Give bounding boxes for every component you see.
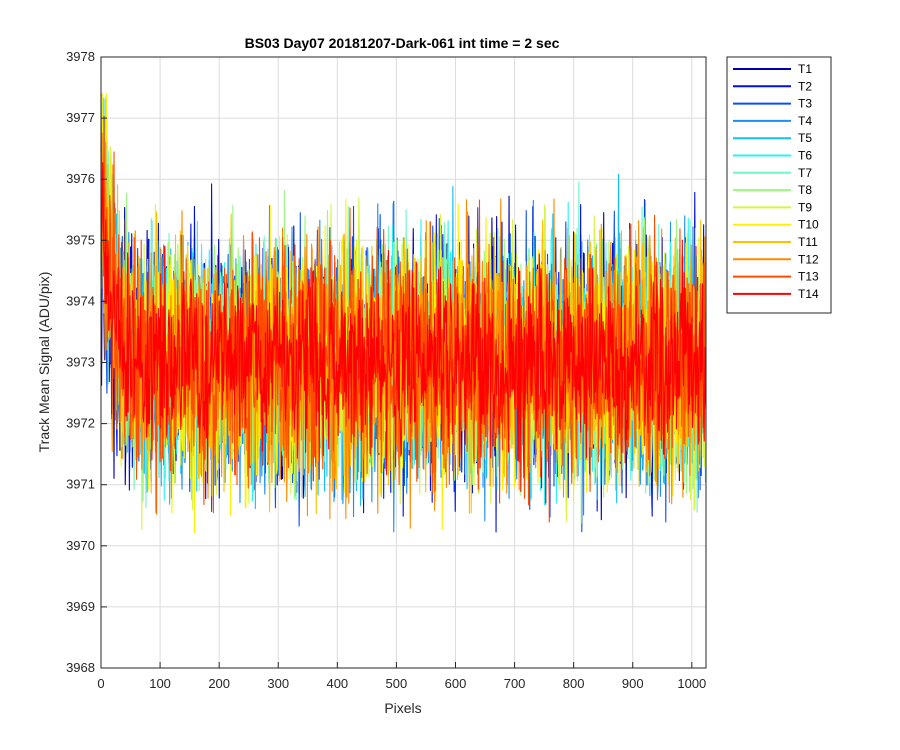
- x-tick-label: 900: [622, 676, 644, 691]
- x-tick-label: 800: [563, 676, 585, 691]
- legend-box: [726, 56, 832, 314]
- x-axis-label: Pixels: [384, 700, 421, 716]
- x-tick-label: 600: [445, 676, 467, 691]
- y-tick-label: 3969: [66, 599, 95, 614]
- y-tick-label: 3970: [66, 538, 95, 553]
- legend-label: T14: [798, 287, 819, 301]
- x-tick-label: 400: [326, 676, 348, 691]
- legend-label: T10: [798, 218, 819, 232]
- legend-label: T4: [798, 114, 812, 128]
- plot-axes: 0 100 200 300 400 500 600 700 800 900 1000 3968396…: [66, 49, 707, 691]
- y-axis-label: Track Mean Signal (ADU/pix): [36, 272, 52, 453]
- legend-label: T7: [798, 166, 812, 180]
- legend-label: T3: [798, 97, 812, 111]
- legend-label: T13: [798, 270, 819, 284]
- y-tick-label: 3972: [66, 416, 95, 431]
- x-tick-label: 1000: [677, 676, 706, 691]
- y-tick-label: 3971: [66, 477, 95, 492]
- x-tick-label: 100: [149, 676, 171, 691]
- legend-label: T9: [798, 200, 812, 214]
- y-tick-label: 3968: [66, 660, 95, 675]
- y-tick-label: 3977: [66, 110, 95, 125]
- y-tick-label: 3974: [66, 293, 95, 308]
- series-lines: [100, 93, 707, 534]
- y-tick-label: 3976: [66, 171, 95, 186]
- chart-title: BS03 Day07 20181207-Dark-061 int time = …: [245, 35, 560, 51]
- legend-label: T5: [798, 131, 812, 145]
- y-tick-label: 3978: [66, 49, 95, 64]
- legend-items: T1 T2 T3 T4 T5 T6 T7 T8 T9 T10 T11 T12 T13 T14: [733, 62, 819, 301]
- series-line-T14: [100, 162, 707, 504]
- x-tick-label: 200: [208, 676, 230, 691]
- legend: T1 T2 T3 T4 T5 T6 T7 T8 T9 T10 T11 T12 T13 T14: [726, 56, 832, 314]
- x-axis-ticks: 0 100 200 300 400 500 600 700 800 900 1000: [97, 662, 706, 691]
- legend-label: T1: [798, 62, 812, 76]
- x-tick-label: 300: [267, 676, 289, 691]
- legend-label: T11: [798, 235, 818, 249]
- x-tick-label: 500: [386, 676, 408, 691]
- x-tick-label: 700: [504, 676, 526, 691]
- legend-label: T8: [798, 183, 812, 197]
- legend-label: T12: [798, 252, 819, 266]
- y-axis-ticks: 3968 3969 3970 3971 3972 3973 3974 3975 3976 3977…: [66, 49, 107, 675]
- x-tick-label: 0: [97, 676, 104, 691]
- legend-label: T2: [798, 79, 812, 93]
- y-tick-label: 3975: [66, 232, 95, 247]
- legend-label: T6: [798, 149, 812, 163]
- y-tick-label: 3973: [66, 355, 95, 370]
